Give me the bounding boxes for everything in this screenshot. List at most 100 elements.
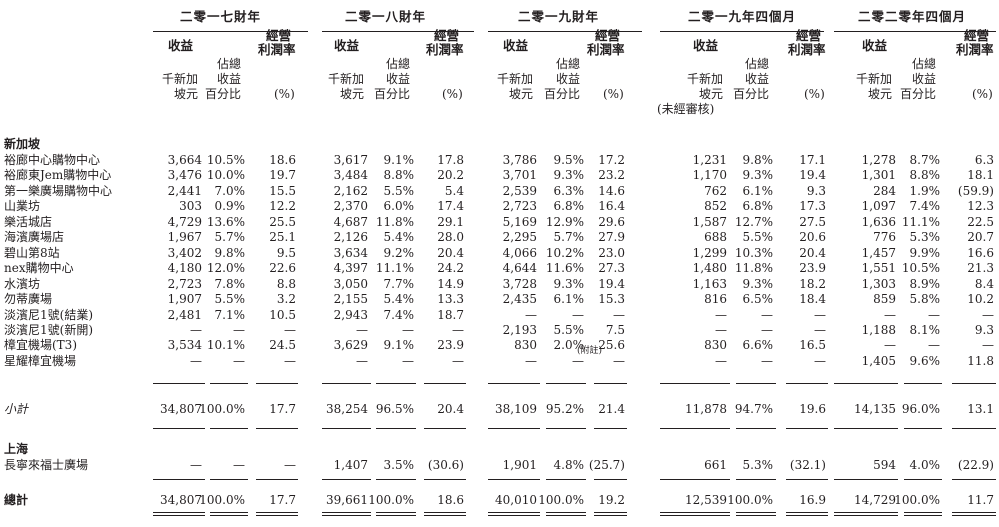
total-cell: 18.6: [437, 493, 464, 507]
table-cell: —: [814, 354, 826, 368]
table-cell: 1,907: [167, 292, 202, 306]
table-cell: 27.3: [598, 261, 625, 275]
table-cell: 9.3%: [742, 168, 774, 182]
share-header-line1: 佔總: [745, 57, 770, 71]
subtotal-cell: 14,135: [854, 402, 896, 416]
subtotal-cell: 96.0%: [901, 402, 940, 416]
share-header-line3: 百分比: [733, 87, 770, 101]
table-cell: 4,066: [502, 246, 537, 260]
total-label: 總計: [4, 493, 29, 507]
table-cell: 1,170: [692, 168, 727, 182]
table-cell: 8.7%: [909, 153, 941, 167]
double-rule: [546, 512, 586, 516]
subtotal-cell: 38,254: [326, 402, 368, 416]
unaudited-note: (未經審核): [657, 102, 715, 116]
subtotal-cell: 20.4: [437, 402, 464, 416]
rule: [488, 479, 540, 480]
table-cell: 2,723: [502, 199, 537, 213]
share-header-line2: 收益: [745, 72, 770, 86]
table-cell: 1,551: [861, 261, 896, 275]
table-cell: 9.2%: [383, 246, 415, 260]
unit-header-line1: 千新加: [497, 72, 534, 86]
table-cell: —: [761, 354, 773, 368]
double-rule: [904, 512, 942, 516]
table-cell: 9.3: [806, 184, 826, 198]
table-cell: —: [715, 354, 727, 368]
row-label: 樟宜機場(T3): [4, 338, 78, 352]
table-cell: 23.0: [598, 246, 625, 260]
table-cell: 14.9: [437, 277, 464, 291]
table-cell: 16.5: [799, 338, 826, 352]
period-header-4m2019: 二零一九年四個月: [688, 9, 797, 24]
rule: [256, 428, 298, 429]
margin-header-line1: 經營: [266, 28, 292, 43]
table-cell: 12.2: [269, 199, 296, 213]
rule: [322, 479, 371, 480]
table-cell: 9.3: [974, 323, 994, 337]
footnote-mark: (附註): [577, 346, 603, 356]
double-rule: [256, 512, 298, 516]
table-cell: 3,629: [333, 338, 368, 352]
table-cell: 6.3%: [553, 184, 585, 198]
table-cell: 19.4: [799, 168, 826, 182]
table-cell: 3,050: [333, 277, 368, 291]
unit-header-line2: 坡元: [340, 87, 365, 101]
subtotal-cell: 17.7: [269, 402, 296, 416]
period-header-fy2018: 二零一八財年: [345, 9, 427, 24]
rule: [546, 383, 586, 384]
subtotal-cell: 11,878: [685, 402, 727, 416]
table-cell: 25.6: [598, 338, 625, 352]
table-cell: —: [928, 338, 940, 352]
table-cell: 12.3: [967, 199, 994, 213]
period-underline: [153, 31, 308, 32]
table-cell: 9.3%: [553, 277, 585, 291]
table-cell: 19.4: [598, 277, 625, 291]
table-cell: —: [525, 308, 537, 322]
table-cell: 6.8%: [742, 199, 774, 213]
table-cell: 5.5%: [553, 323, 585, 337]
double-rule: [736, 512, 776, 516]
table-cell: 1,636: [861, 215, 896, 229]
row-label: 山業坊: [4, 199, 41, 213]
table-cell: 5.5%: [742, 230, 774, 244]
table-cell: 2,943: [333, 308, 368, 322]
table-cell: 20.7: [967, 230, 994, 244]
rule: [546, 479, 586, 480]
table-cell: 10.3%: [734, 246, 773, 260]
row-label: 裕廊中心購物中心: [4, 153, 101, 167]
revenue-header: 收益: [503, 38, 529, 53]
double-rule: [834, 512, 898, 516]
table-cell: 776: [873, 230, 896, 244]
table-cell: 9.8%: [742, 153, 774, 167]
rule: [210, 479, 248, 480]
unit-header-line2: 坡元: [174, 87, 199, 101]
table-cell: 9.9%: [909, 246, 941, 260]
table-cell: 6.6%: [742, 338, 774, 352]
table-cell: 11.8: [967, 354, 994, 368]
table-cell: —: [613, 308, 625, 322]
table-cell: 1,231: [692, 153, 727, 167]
table-cell: 8.9%: [909, 277, 941, 291]
double-rule: [786, 512, 828, 516]
total-cell: 34,807: [160, 493, 202, 507]
table-cell: 15.5: [269, 184, 296, 198]
rule: [904, 383, 942, 384]
table-cell: 28.0: [437, 230, 464, 244]
table-cell: —: [613, 354, 625, 368]
rule: [424, 479, 466, 480]
table-cell: 6.8%: [553, 199, 585, 213]
rule: [376, 428, 416, 429]
table-cell: 594: [873, 458, 896, 472]
double-rule: [210, 512, 248, 516]
table-cell: —: [402, 354, 414, 368]
table-cell: 5.7%: [553, 230, 585, 244]
period-underline: [834, 31, 996, 32]
table-cell: 4,729: [167, 215, 202, 229]
rule: [786, 383, 828, 384]
table-cell: 8.1%: [909, 323, 941, 337]
table-cell: 284: [873, 184, 896, 198]
row-label: nex購物中心: [4, 261, 74, 275]
subtotal-cell: 13.1: [967, 402, 994, 416]
rule: [952, 479, 996, 480]
table-cell: 10.2: [967, 292, 994, 306]
